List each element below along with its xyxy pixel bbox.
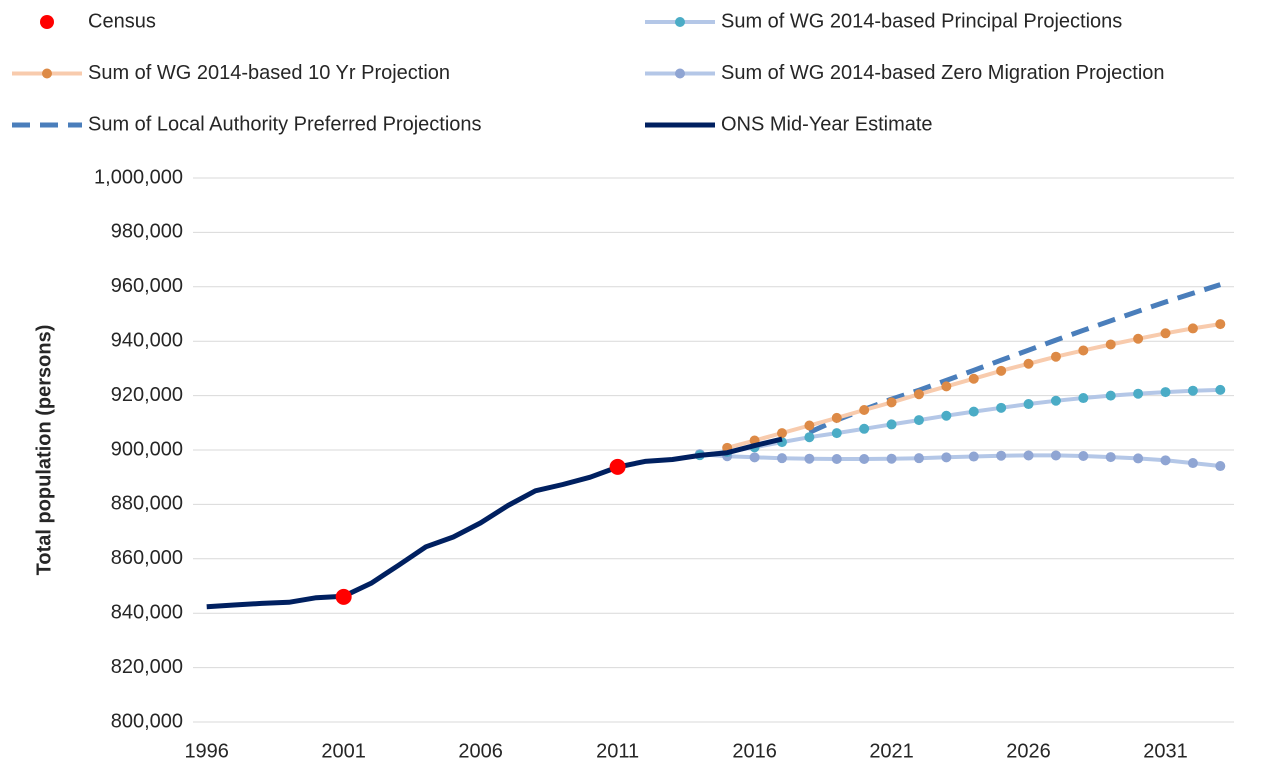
y-tick-label: 860,000 <box>111 547 183 569</box>
data-point <box>1133 453 1144 464</box>
data-point <box>804 453 815 464</box>
data-point <box>1215 461 1226 472</box>
legend-label: Sum of WG 2014-based Zero Migration Proj… <box>721 62 1165 84</box>
data-point <box>859 453 870 464</box>
y-tick-label: 800,000 <box>111 710 183 732</box>
series-line <box>206 436 783 610</box>
data-point <box>1105 390 1116 401</box>
data-point <box>1133 388 1144 399</box>
x-tick-label: 2006 <box>458 740 503 762</box>
data-point <box>913 415 924 426</box>
data-point <box>609 458 626 475</box>
y-tick-label: 920,000 <box>111 384 183 406</box>
x-tick-label: 2011 <box>596 740 639 762</box>
data-point <box>776 428 787 439</box>
y-tick-label: 880,000 <box>111 493 183 515</box>
data-point <box>1050 351 1061 362</box>
x-tick-label: 2016 <box>732 740 777 762</box>
legend-marker <box>42 68 52 79</box>
data-point <box>941 381 952 392</box>
data-point <box>886 453 897 464</box>
data-point <box>996 365 1007 376</box>
data-point <box>1050 395 1061 406</box>
data-point <box>1023 450 1034 461</box>
x-tick-label: 2031 <box>1143 740 1188 762</box>
data-point <box>859 405 870 416</box>
x-tick-label: 2021 <box>869 740 914 762</box>
data-point <box>1187 458 1198 469</box>
y-tick-label: 940,000 <box>111 329 183 351</box>
legend-label: Sum of WG 2014-based Principal Projectio… <box>721 10 1122 32</box>
data-point <box>335 588 352 605</box>
y-tick-label: 1,000,000 <box>94 166 183 188</box>
data-point <box>1105 452 1116 463</box>
data-point <box>1050 450 1061 461</box>
data-point <box>859 423 870 434</box>
data-point <box>1160 387 1171 398</box>
x-tick-label: 1996 <box>184 740 229 762</box>
legend-label: Sum of WG 2014-based 10 Yr Projection <box>88 62 450 84</box>
data-point <box>1023 358 1034 369</box>
data-point <box>913 389 924 400</box>
data-point <box>1215 384 1226 395</box>
legend-marker <box>40 15 54 29</box>
data-point <box>968 451 979 462</box>
legend-marker <box>675 17 685 27</box>
data-point <box>913 453 924 464</box>
y-axis-label: Total population (persons) <box>33 325 55 576</box>
series-line <box>699 387 1221 458</box>
y-tick-label: 900,000 <box>111 438 183 460</box>
data-point <box>996 402 1007 413</box>
series-line <box>808 282 1222 435</box>
y-tick-label: 980,000 <box>111 221 183 243</box>
data-point <box>776 453 787 464</box>
x-tick-label: 2026 <box>1006 740 1051 762</box>
data-point <box>968 406 979 417</box>
data-point <box>749 452 760 463</box>
legend-marker <box>675 68 685 79</box>
data-point <box>1187 323 1198 334</box>
legend-label: ONS Mid-Year Estimate <box>721 113 933 135</box>
data-point <box>831 428 842 439</box>
legend-label: Sum of Local Authority Preferred Project… <box>88 113 482 135</box>
x-tick-label: 2001 <box>321 740 366 762</box>
data-point <box>804 432 815 443</box>
data-point <box>1160 328 1171 339</box>
data-point <box>886 419 897 430</box>
legend-label: Census <box>88 10 156 32</box>
data-point <box>1078 450 1089 461</box>
y-tick-label: 840,000 <box>111 601 183 623</box>
data-point <box>1133 333 1144 344</box>
data-point <box>941 452 952 463</box>
data-point <box>941 410 952 421</box>
data-point <box>968 373 979 384</box>
data-point <box>886 397 897 408</box>
data-point <box>804 420 815 431</box>
data-point <box>1215 319 1226 330</box>
data-point <box>996 450 1007 461</box>
data-point <box>1023 399 1034 410</box>
data-point <box>1078 345 1089 356</box>
y-tick-label: 960,000 <box>111 275 183 297</box>
data-point <box>1105 339 1116 350</box>
data-point <box>831 453 842 464</box>
data-point <box>1160 455 1171 466</box>
data-point <box>831 412 842 423</box>
series-line <box>726 322 1221 450</box>
data-point <box>1078 393 1089 404</box>
y-tick-label: 820,000 <box>111 656 183 678</box>
data-point <box>1187 385 1198 396</box>
